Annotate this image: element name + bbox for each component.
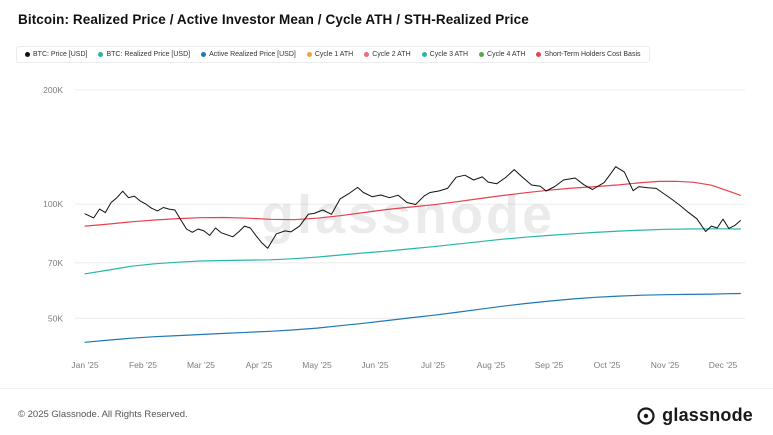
- series-line-active-realized-price-usd: [84, 292, 742, 343]
- legend-label: Cycle 1 ATH: [314, 51, 354, 58]
- legend: BTC: Price [USD] BTC: Realized Price [USD…: [16, 46, 650, 63]
- legend-item-6[interactable]: Cycle 3 ATH: [421, 51, 469, 58]
- legend-dot-icon: [306, 52, 312, 57]
- glassnode-logo-text: glassnode: [662, 405, 753, 425]
- legend-dot-icon: [536, 52, 542, 57]
- x-tick-label: Oct '25: [594, 360, 621, 370]
- legend-dot-icon: [25, 52, 30, 57]
- copyright-text: © 2025 Glassnode. All Rights Reserved.: [18, 409, 188, 420]
- series-line-short-term-holders-cost-basis: [84, 180, 742, 227]
- x-tick-label: Jan '25: [71, 360, 98, 370]
- legend-item-3[interactable]: Active Realized Price [USD]: [201, 51, 296, 58]
- legend-dot-icon: [421, 52, 427, 57]
- x-tick-label: Apr '25: [246, 360, 273, 370]
- glassnode-logo-icon: [637, 406, 655, 425]
- legend-label: Active Realized Price [USD]: [209, 51, 296, 58]
- legend-label: Cycle 2 ATH: [372, 51, 411, 58]
- y-tick-label: 50K: [48, 313, 63, 323]
- legend-label: Cycle 3 ATH: [429, 51, 469, 58]
- page-title: Bitcoin: Realized Price / Active Investo…: [18, 12, 529, 27]
- x-tick-label: Mar '25: [187, 360, 215, 370]
- y-tick-label: 100K: [43, 199, 63, 209]
- glassnode-logo: glassnode: [636, 405, 753, 426]
- x-tick-label: Feb '25: [129, 360, 157, 370]
- legend-item-5[interactable]: Cycle 2 ATH: [364, 51, 411, 58]
- legend-label: Cycle 4 ATH: [487, 51, 526, 58]
- legend-dot-icon: [98, 52, 104, 57]
- price-chart-svg[interactable]: 200K 100K 70K 50K Jan '25 Feb '25 Mar '25 Apr '…: [0, 75, 773, 375]
- series-line-btc-realized-price-usd: [84, 228, 742, 275]
- x-tick-label: May '25: [302, 360, 332, 370]
- x-tick-label: Dec '25: [709, 360, 738, 370]
- legend-dot-icon: [201, 52, 207, 57]
- chart-area[interactable]: 200K 100K 70K 50K Jan '25 Feb '25 Mar '25 Apr '…: [0, 75, 773, 375]
- legend-item-8[interactable]: Short-Term Holders Cost Basis: [536, 51, 641, 58]
- x-tick-label: Aug '25: [477, 360, 506, 370]
- legend-label: Short-Term Holders Cost Basis: [544, 51, 641, 58]
- legend-dot-icon: [364, 52, 370, 57]
- legend-item-2[interactable]: BTC: Realized Price [USD]: [98, 51, 190, 58]
- legend-label: BTC: Realized Price [USD]: [106, 51, 191, 58]
- x-tick-label: Jul '25: [421, 360, 446, 370]
- series-line-btc-price-usd: [84, 166, 741, 249]
- legend-item-1[interactable]: BTC: Price [USD]: [25, 51, 87, 58]
- y-tick-label: 70K: [48, 258, 63, 268]
- x-tick-label: Sep '25: [535, 360, 564, 370]
- x-tick-label: Nov '25: [651, 360, 680, 370]
- legend-item-7[interactable]: Cycle 4 ATH: [479, 51, 525, 58]
- legend-label: BTC: Price [USD]: [33, 51, 88, 58]
- legend-dot-icon: [479, 52, 485, 57]
- y-tick-label: 200K: [43, 85, 63, 95]
- legend-item-4[interactable]: Cycle 1 ATH: [306, 51, 354, 58]
- x-tick-label: Jun '25: [361, 360, 388, 370]
- footer: © 2025 Glassnode. All Rights Reserved. g…: [0, 388, 773, 435]
